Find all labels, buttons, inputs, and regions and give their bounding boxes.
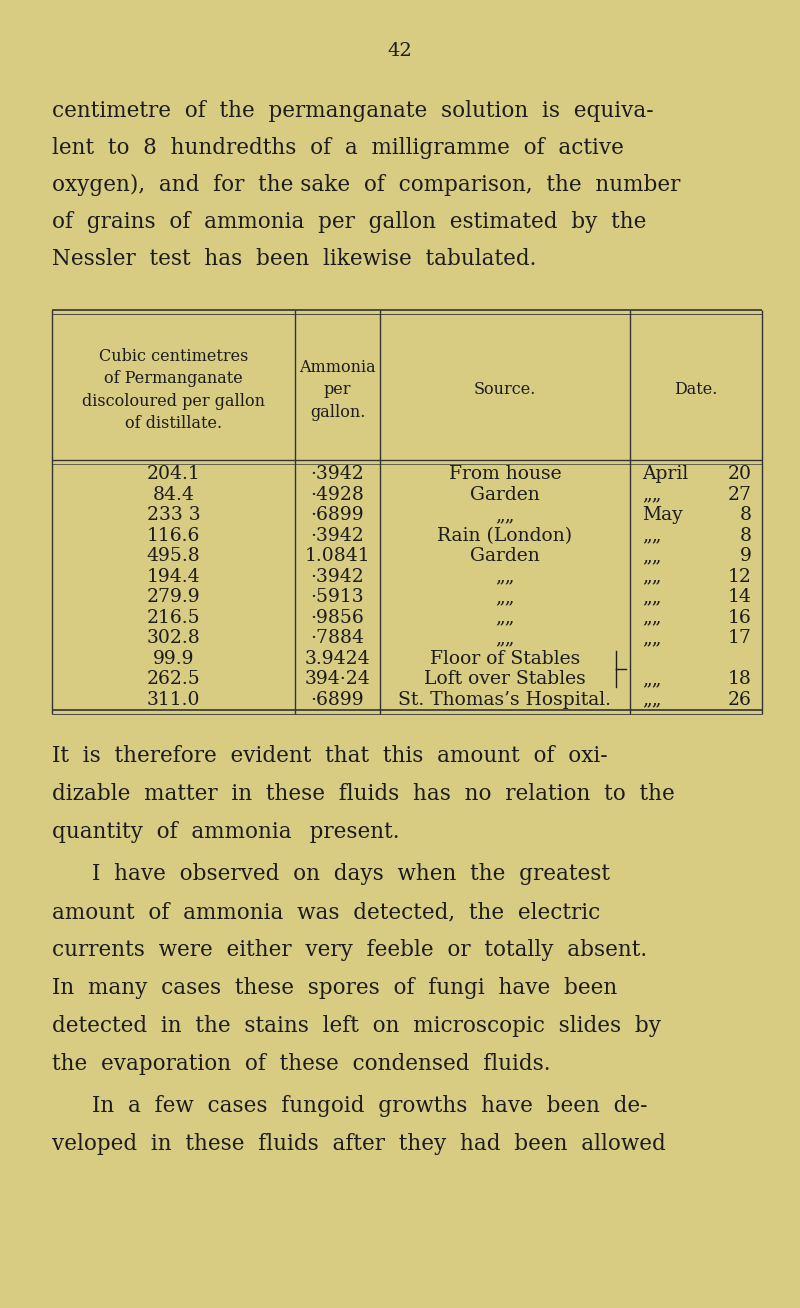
Text: „„: „„ (495, 506, 514, 525)
Text: detected  in  the  stains  left  on  microscopic  slides  by: detected in the stains left on microscop… (52, 1015, 661, 1037)
Text: ·5913: ·5913 (310, 589, 364, 606)
Text: currents  were  either  very  feeble  or  totally  absent.: currents were either very feeble or tota… (52, 939, 647, 961)
Text: of  grains  of  ammonia  per  gallon  estimated  by  the: of grains of ammonia per gallon estimate… (52, 211, 646, 233)
Text: 302.8: 302.8 (146, 629, 200, 647)
Text: „„: „„ (642, 608, 662, 627)
Text: centimetre  of  the  permanganate  solution  is  equiva-: centimetre of the permanganate solution … (52, 99, 654, 122)
Text: Loft over Stables: Loft over Stables (424, 670, 586, 688)
Text: quantity  of  ammonia   present.: quantity of ammonia present. (52, 821, 399, 842)
Text: „„: „„ (642, 547, 662, 565)
Text: Garden: Garden (470, 547, 540, 565)
Text: 26: 26 (728, 691, 752, 709)
Text: 27: 27 (728, 485, 752, 504)
Text: Nessler  test  has  been  likewise  tabulated.: Nessler test has been likewise tabulated… (52, 249, 536, 269)
Text: April: April (642, 466, 688, 483)
Text: dizable  matter  in  these  fluids  has  no  relation  to  the: dizable matter in these fluids has no re… (52, 783, 674, 804)
Text: 495.8: 495.8 (146, 547, 200, 565)
Text: Floor of Stables: Floor of Stables (430, 650, 580, 668)
Text: „„: „„ (642, 485, 662, 504)
Text: 116.6: 116.6 (147, 527, 200, 544)
Text: 3.9424: 3.9424 (305, 650, 370, 668)
Text: Source.: Source. (474, 382, 536, 399)
Text: ·7884: ·7884 (310, 629, 365, 647)
Text: 8: 8 (740, 527, 752, 544)
Text: „„: „„ (495, 629, 514, 647)
Text: 42: 42 (388, 42, 412, 60)
Text: amount  of  ammonia  was  detected,  the  electric: amount of ammonia was detected, the elec… (52, 901, 600, 923)
Text: ·9856: ·9856 (310, 608, 364, 627)
Text: ·3942: ·3942 (310, 568, 364, 586)
Text: 14: 14 (728, 589, 752, 606)
Text: It  is  therefore  evident  that  this  amount  of  oxi-: It is therefore evident that this amount… (52, 746, 608, 766)
Text: 279.9: 279.9 (146, 589, 200, 606)
Text: ·3942: ·3942 (310, 527, 364, 544)
Text: ·6899: ·6899 (310, 691, 364, 709)
Text: Date.: Date. (674, 382, 718, 399)
Text: May: May (642, 506, 682, 525)
Text: In  many  cases  these  spores  of  fungi  have  been: In many cases these spores of fungi have… (52, 977, 618, 999)
Text: 233 3: 233 3 (146, 506, 200, 525)
Text: I  have  observed  on  days  when  the  greatest: I have observed on days when the greates… (92, 863, 610, 886)
Text: ·6899: ·6899 (310, 506, 364, 525)
Text: 17: 17 (728, 629, 752, 647)
Text: Cubic centimetres
of Permanganate
discoloured per gallon
of distillate.: Cubic centimetres of Permanganate discol… (82, 348, 265, 432)
Text: 99.9: 99.9 (153, 650, 194, 668)
Text: „„: „„ (642, 527, 662, 544)
Text: 20: 20 (728, 466, 752, 483)
Text: Rain (London): Rain (London) (438, 527, 573, 544)
Text: 16: 16 (728, 608, 752, 627)
Text: St. Thomas’s Hospital.: St. Thomas’s Hospital. (398, 691, 611, 709)
Text: 1.0841: 1.0841 (305, 547, 370, 565)
Text: „„: „„ (495, 589, 514, 606)
Text: „„: „„ (495, 568, 514, 586)
Text: 216.5: 216.5 (146, 608, 200, 627)
Text: „„: „„ (642, 691, 662, 709)
Text: ·4928: ·4928 (310, 485, 365, 504)
Text: 18: 18 (728, 670, 752, 688)
Text: In  a  few  cases  fungoid  growths  have  been  de-: In a few cases fungoid growths have been… (92, 1095, 647, 1117)
Text: „„: „„ (642, 568, 662, 586)
Text: 8: 8 (740, 506, 752, 525)
Text: From house: From house (449, 466, 562, 483)
Text: 204.1: 204.1 (146, 466, 200, 483)
Text: the  evaporation  of  these  condensed  fluids.: the evaporation of these condensed fluid… (52, 1053, 550, 1075)
Text: „„: „„ (642, 670, 662, 688)
Text: Garden: Garden (470, 485, 540, 504)
Text: 394·24: 394·24 (305, 670, 370, 688)
Text: lent  to  8  hundredths  of  a  milligramme  of  active: lent to 8 hundredths of a milligramme of… (52, 137, 624, 160)
Text: 262.5: 262.5 (146, 670, 200, 688)
Text: 12: 12 (728, 568, 752, 586)
Text: veloped  in  these  fluids  after  they  had  been  allowed: veloped in these fluids after they had b… (52, 1133, 666, 1155)
Text: 311.0: 311.0 (146, 691, 200, 709)
Text: 9: 9 (740, 547, 752, 565)
Text: 194.4: 194.4 (146, 568, 200, 586)
Text: Ammonia
per
gallon.: Ammonia per gallon. (299, 360, 376, 421)
Text: 84.4: 84.4 (153, 485, 194, 504)
Text: „„: „„ (642, 629, 662, 647)
Text: „„: „„ (495, 608, 514, 627)
Text: oxygen),  and  for  the sake  of  comparison,  the  number: oxygen), and for the sake of comparison,… (52, 174, 680, 196)
Text: ·3942: ·3942 (310, 466, 364, 483)
Text: „„: „„ (642, 589, 662, 606)
